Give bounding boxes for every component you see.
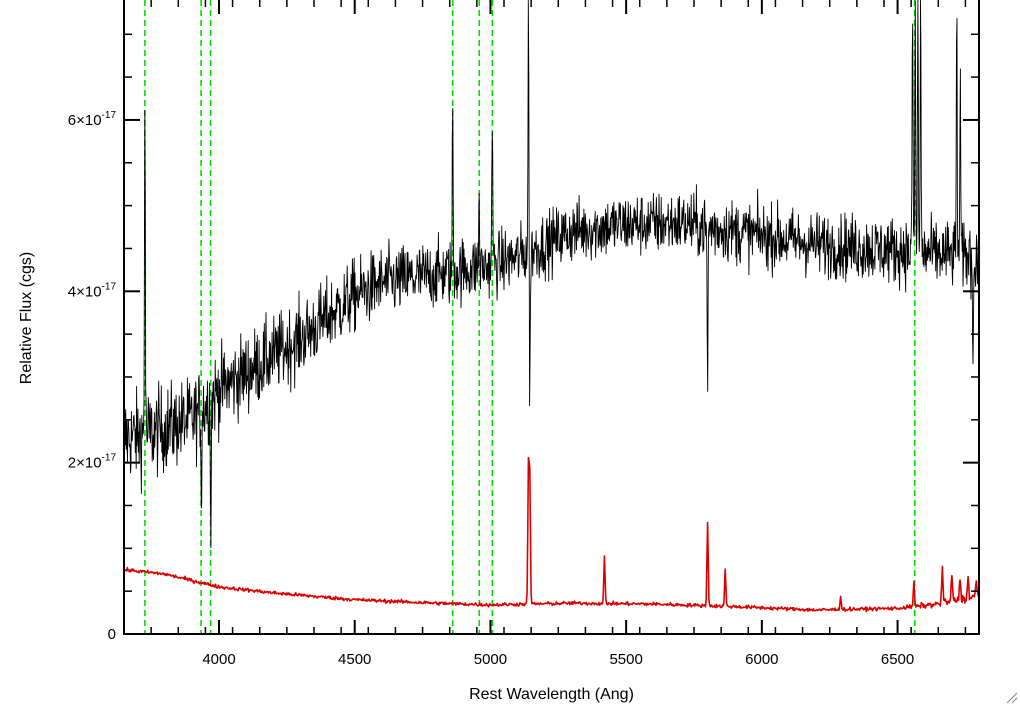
x-tick-label: 6000 (745, 651, 778, 668)
series-layer (123, 0, 980, 613)
y-tick-label: 6×10-17 (68, 110, 117, 129)
x-axis: 4000 4500 5000 5500 6000 6500 (123, 0, 967, 668)
x-tick-label: 4500 (338, 651, 371, 668)
resize-grip-icon[interactable] (1004, 690, 1018, 704)
y-axis: 0 2×10-17 4×10-17 6×10-17 (68, 33, 979, 643)
y-tick-label: 4×10-17 (68, 281, 117, 300)
x-tick-label: 6500 (881, 651, 914, 668)
y-tick-label: 0 (108, 626, 116, 643)
y-axis-title: Relative Flux (cgs) (18, 252, 35, 384)
x-tick-label: 5500 (609, 651, 642, 668)
x-tick-label: 5000 (474, 651, 507, 668)
plot-frame (123, 0, 980, 635)
x-axis-title: Rest Wavelength (Ang) (469, 686, 634, 703)
x-tick-label: 4000 (202, 651, 235, 668)
series-line (123, 0, 980, 549)
y-tick-label: 2×10-17 (68, 453, 117, 472)
series-line (123, 456, 980, 613)
